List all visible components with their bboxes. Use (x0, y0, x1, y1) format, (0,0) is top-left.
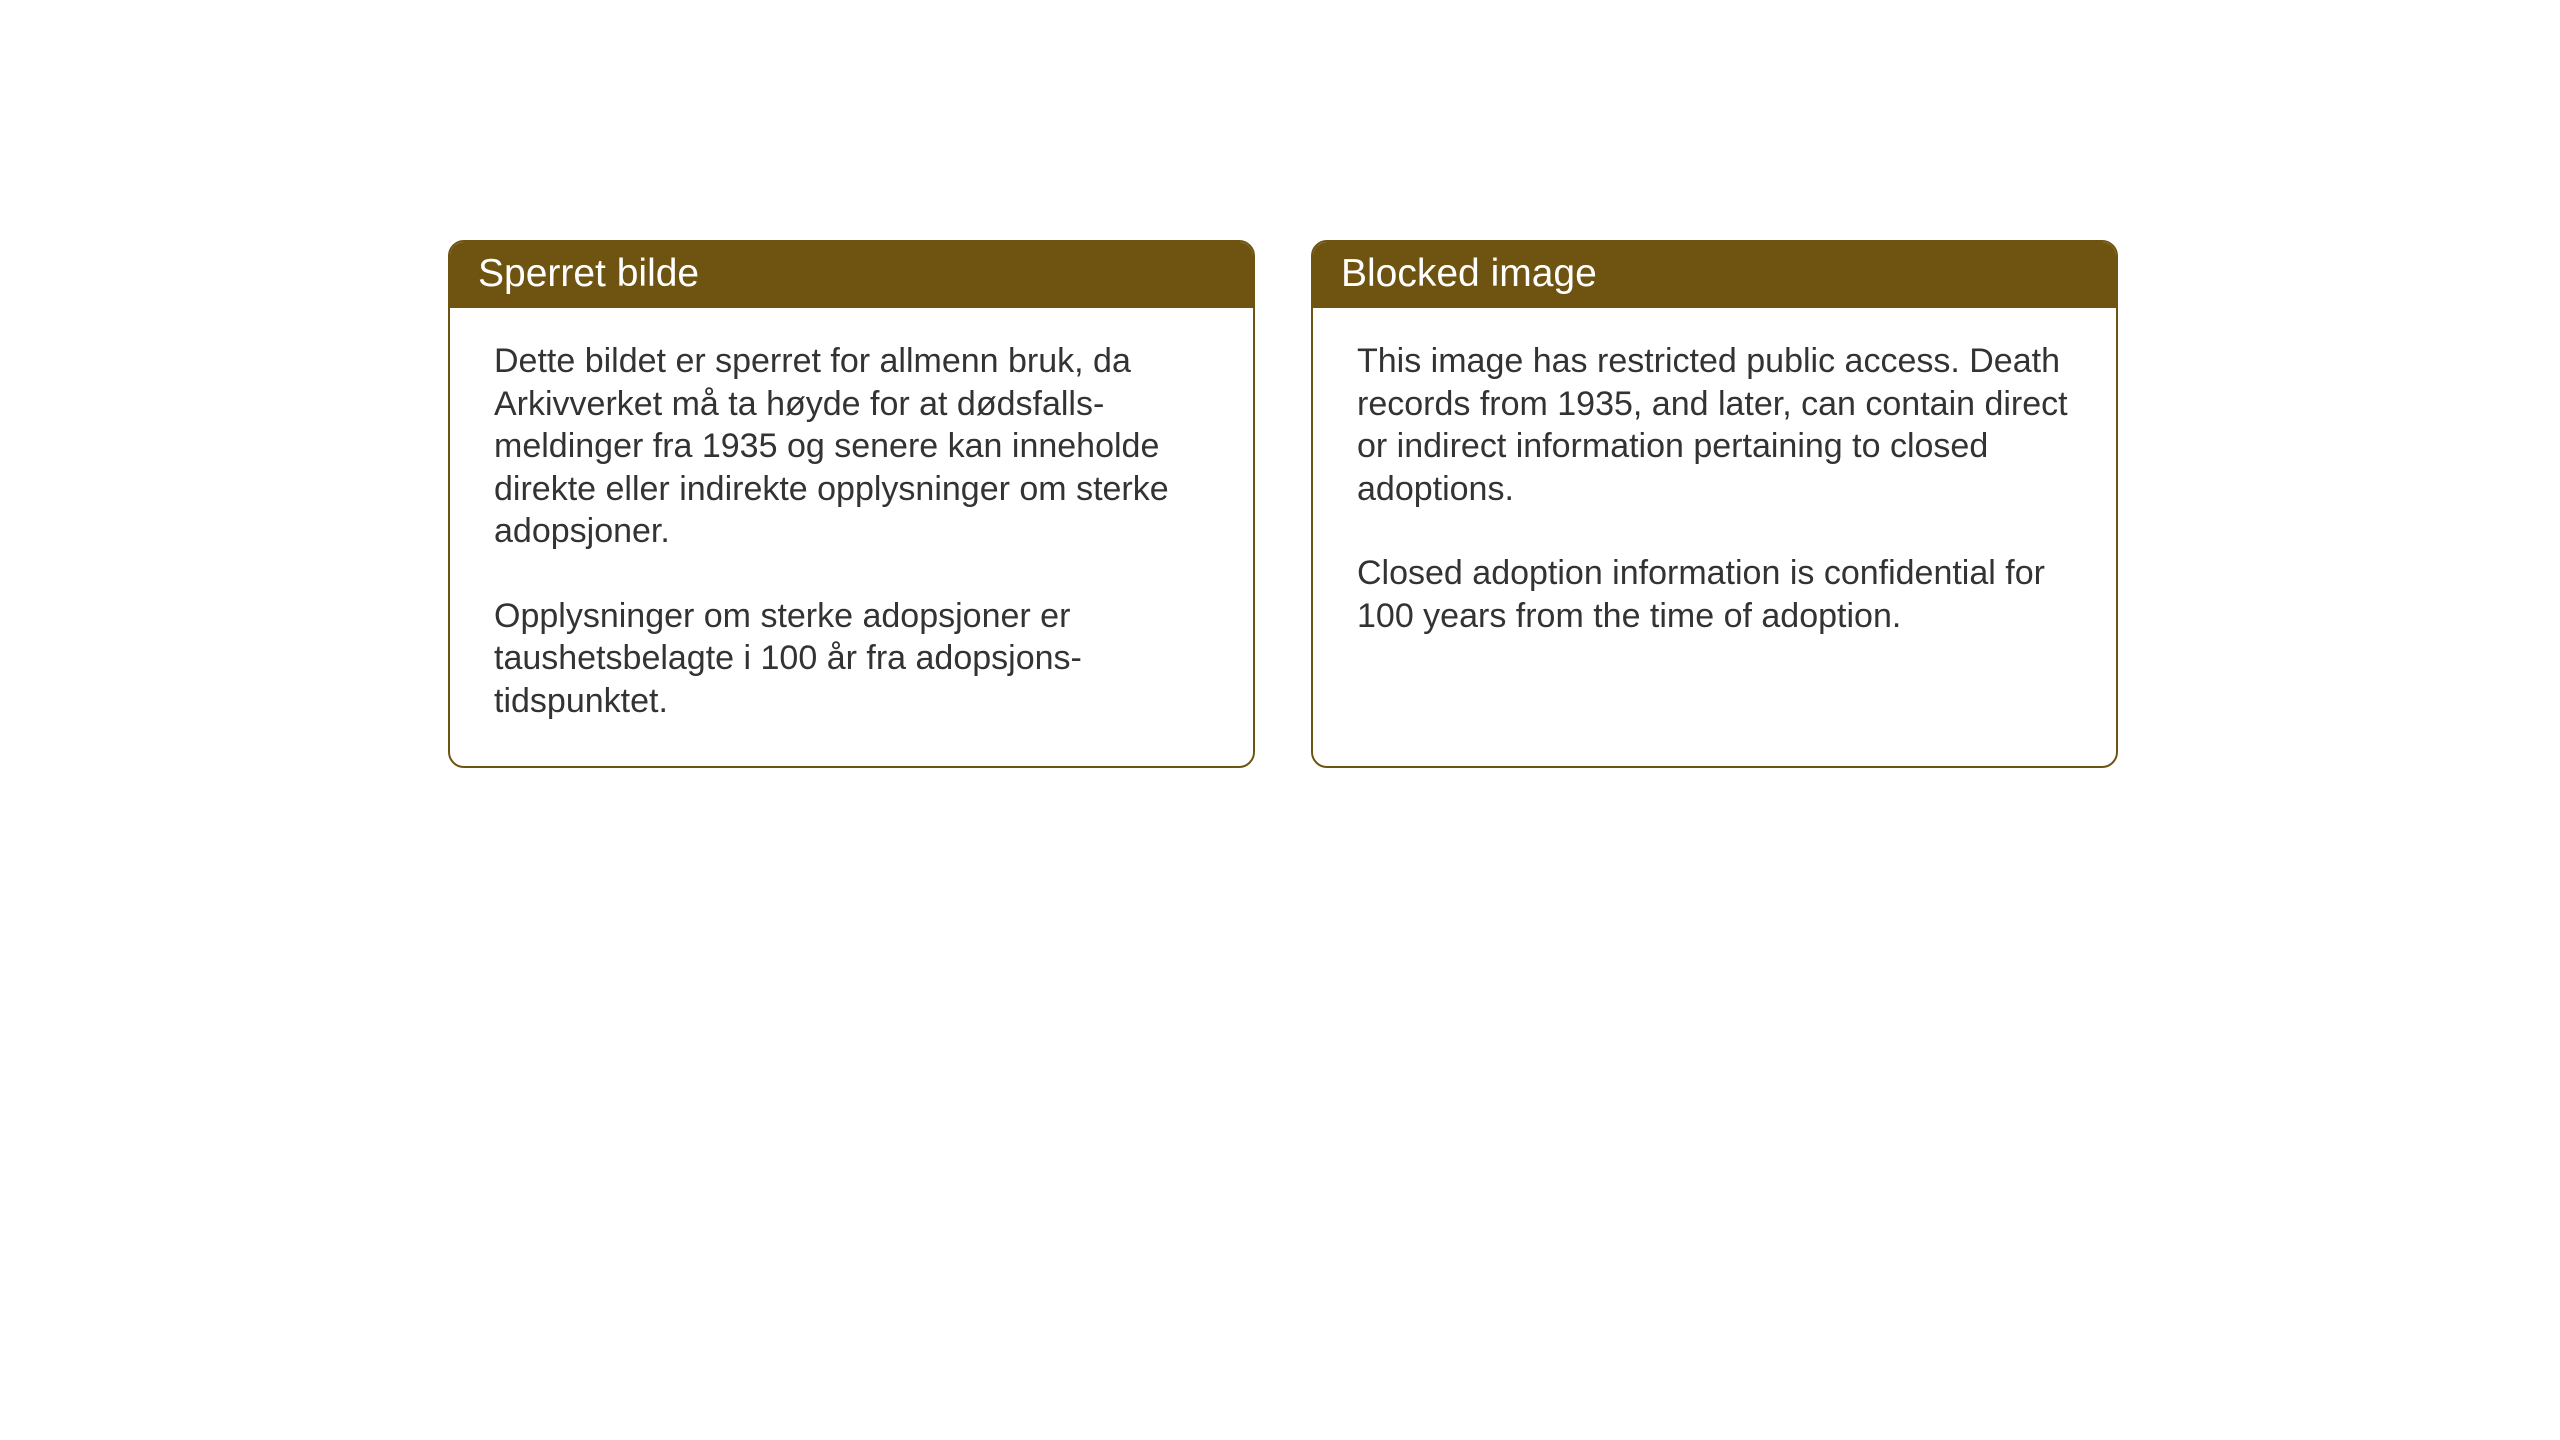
notice-card-english: Blocked image This image has restricted … (1311, 240, 2118, 768)
card-header-english: Blocked image (1313, 242, 2116, 308)
card-header-norwegian: Sperret bilde (450, 242, 1253, 308)
card-paragraph-2-norwegian: Opplysninger om sterke adopsjoner er tau… (494, 595, 1209, 723)
card-paragraph-1-norwegian: Dette bildet er sperret for allmenn bruk… (494, 340, 1209, 553)
card-title-english: Blocked image (1341, 252, 1597, 295)
notice-card-norwegian: Sperret bilde Dette bildet er sperret fo… (448, 240, 1255, 768)
notice-cards-container: Sperret bilde Dette bildet er sperret fo… (448, 240, 2560, 768)
card-paragraph-2-english: Closed adoption information is confident… (1357, 552, 2072, 637)
card-body-english: This image has restricted public access.… (1313, 308, 2116, 725)
card-paragraph-1-english: This image has restricted public access.… (1357, 340, 2072, 510)
card-body-norwegian: Dette bildet er sperret for allmenn bruk… (450, 308, 1253, 766)
card-title-norwegian: Sperret bilde (478, 252, 699, 295)
